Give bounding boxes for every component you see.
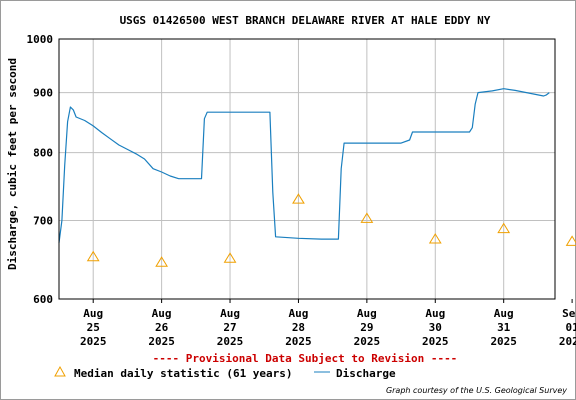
legend-item-discharge: Discharge <box>314 367 396 380</box>
median-marker <box>292 193 305 204</box>
median-marker <box>223 252 237 263</box>
y-tick-label: 800 <box>33 147 53 160</box>
median-marker <box>155 256 169 267</box>
x-tick-label: Aug <box>152 307 172 320</box>
x-tick-label: 25 <box>87 321 100 334</box>
y-axis-label: Discharge, cubic feet per second <box>6 58 19 270</box>
legend-label-discharge: Discharge <box>336 367 396 380</box>
x-tick-label: 30 <box>429 321 442 334</box>
grid-lines <box>59 38 555 300</box>
legend: Median daily statistic (61 years) Discha… <box>54 365 396 380</box>
series-layer <box>58 88 576 267</box>
x-tick-label: Aug <box>289 307 309 320</box>
x-tick-label: 2025 <box>422 335 449 348</box>
provisional-notice: ---- Provisional Data Subject to Revisio… <box>153 352 458 365</box>
y-tick-label: 700 <box>33 215 53 228</box>
median-marker <box>565 235 576 246</box>
x-tick-label: 27 <box>223 321 236 334</box>
median-marker <box>360 212 374 223</box>
chart-title: USGS 01426500 WEST BRANCH DELAWARE RIVER… <box>120 14 491 27</box>
axes: 6007008009001000Aug252025Aug262025Aug272… <box>27 33 576 348</box>
x-tick-label: 2025 <box>354 335 381 348</box>
x-tick-label: 31 <box>497 321 511 334</box>
x-tick-label: 28 <box>292 321 305 334</box>
x-tick-label: 2025 <box>148 335 175 348</box>
legend-item-median: Median daily statistic (61 years) <box>54 365 293 380</box>
median-marker <box>428 233 442 244</box>
x-tick-label: Aug <box>357 307 377 320</box>
x-tick-label: 01 <box>565 321 576 334</box>
x-tick-label: 2025 <box>490 335 517 348</box>
median-marker <box>497 222 511 234</box>
x-tick-label: 2025 <box>559 335 576 348</box>
x-tick-label: Aug <box>425 307 445 320</box>
x-tick-label: Sep <box>562 307 576 320</box>
x-tick-label: 26 <box>155 321 169 334</box>
x-tick-label: 2025 <box>80 335 107 348</box>
y-tick-label: 600 <box>33 293 53 306</box>
median-marker <box>86 250 100 262</box>
x-tick-label: 2025 <box>217 335 244 348</box>
y-tick-label: 1000 <box>27 33 54 46</box>
y-tick-label: 900 <box>33 87 53 100</box>
x-tick-label: Aug <box>494 307 514 320</box>
x-tick-label: Aug <box>220 307 240 320</box>
x-tick-label: 2025 <box>285 335 312 348</box>
x-tick-label: Aug <box>83 307 103 320</box>
legend-label-median: Median daily statistic (61 years) <box>74 367 293 380</box>
discharge-line <box>58 88 550 243</box>
legend-triangle-icon <box>54 365 66 377</box>
x-tick-label: 29 <box>360 321 373 334</box>
credit-text: Graph courtesy of the U.S. Geological Su… <box>386 386 567 395</box>
plot-border <box>58 38 556 300</box>
